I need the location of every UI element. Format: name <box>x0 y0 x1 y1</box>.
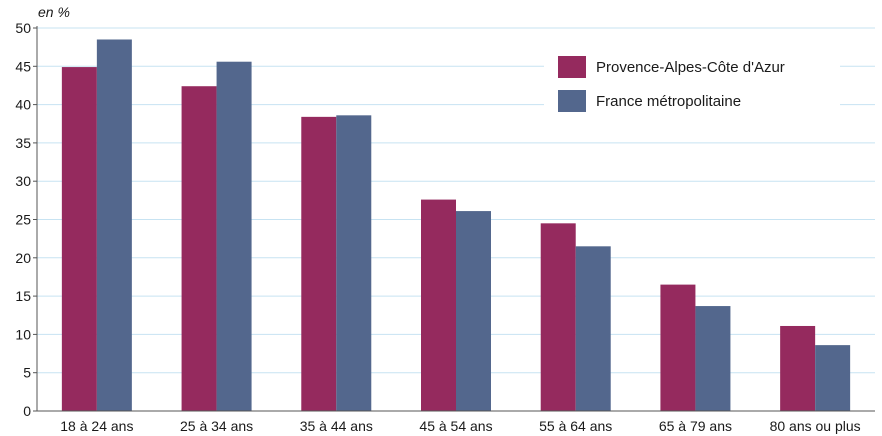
y-tick-label: 30 <box>15 173 31 189</box>
bar-france-5 <box>695 306 731 411</box>
y-tick-label: 15 <box>15 288 31 304</box>
x-tick-label: 45 à 54 ans <box>419 418 492 434</box>
bar-france-6 <box>815 345 851 411</box>
bar-paca-6 <box>780 325 816 411</box>
x-tick-label: 80 ans ou plus <box>770 418 861 434</box>
y-tick-label: 20 <box>15 250 31 266</box>
bar-paca-4 <box>540 223 576 411</box>
y-axis: 0 5 10 15 20 25 30 35 40 45 50 <box>15 20 38 419</box>
y-tick-label: 5 <box>23 365 31 381</box>
x-tick-label: 55 à 64 ans <box>539 418 612 434</box>
y-tick-label: 50 <box>15 20 31 36</box>
x-tick-label: 25 à 34 ans <box>180 418 253 434</box>
bar-paca-1 <box>181 86 217 411</box>
bar-paca-5 <box>660 284 696 411</box>
bar-france-3 <box>456 211 491 411</box>
x-axis: 18 à 24 ans 25 à 34 ans 35 à 44 ans 45 à 54… <box>37 410 875 434</box>
bar-paca-3 <box>421 199 456 411</box>
bar-france-2 <box>336 115 372 411</box>
y-tick-label: 35 <box>15 135 31 151</box>
bar-france-0 <box>96 39 132 412</box>
legend-label-1: France métropolitaine <box>596 93 741 110</box>
bar-paca-2 <box>301 116 337 411</box>
y-tick-label: 40 <box>15 97 31 113</box>
x-tick-label: 35 à 44 ans <box>300 418 373 434</box>
legend: Provence-Alpes-Côte d'Azur France métropo… <box>544 44 840 122</box>
x-tick-label: 65 à 79 ans <box>659 418 732 434</box>
y-tick-label: 25 <box>15 212 31 228</box>
legend-label-0: Provence-Alpes-Côte d'Azur <box>596 59 785 76</box>
y-tick-label: 45 <box>15 58 31 74</box>
y-tick-label: 10 <box>15 326 31 342</box>
y-tick-label: 0 <box>23 403 31 419</box>
legend-swatch-0 <box>558 56 586 78</box>
bars <box>61 39 851 412</box>
legend-swatch-1 <box>558 90 586 112</box>
unit-label: en % <box>38 4 70 20</box>
bar-paca-0 <box>61 67 97 411</box>
bar-france-4 <box>575 246 611 411</box>
x-tick-label: 18 à 24 ans <box>60 418 133 434</box>
legend-background <box>544 44 840 122</box>
bar-france-1 <box>216 61 252 411</box>
